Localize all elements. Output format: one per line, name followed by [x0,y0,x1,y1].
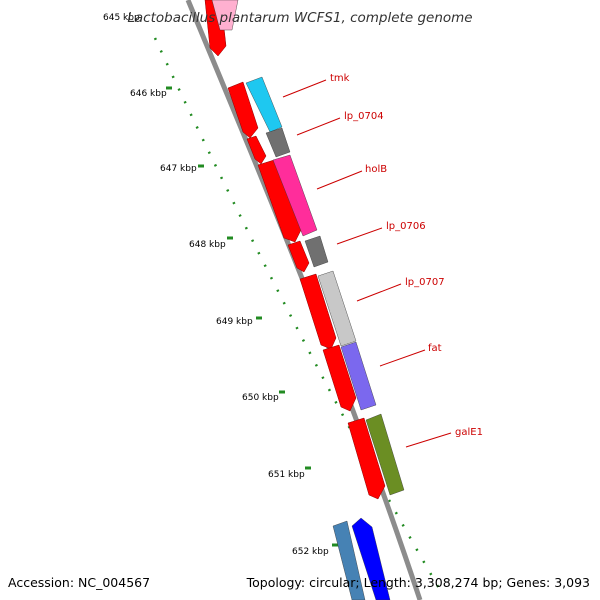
tick-label: 650 kbp [242,393,279,403]
tick-label: 649 kbp [216,317,253,327]
gene-label-fat: fat [428,343,442,354]
gene-arrow [299,273,337,350]
tick-ring [153,37,442,591]
gene-arrow [211,0,239,31]
gene-label-tmk: tmk [330,73,350,84]
gene-arrow [287,240,310,273]
gene-label-holb: holB [365,164,387,175]
summary-text: Topology: circular; Length: 3,308,274 bp… [246,575,590,590]
gene-arrow [246,135,267,165]
tick-label: 647 kbp [160,164,197,174]
gene-label-lp-0707: lp_0707 [405,277,445,288]
gene-arrow [265,127,291,158]
red-genes [204,0,386,500]
tick-labels: 645 kbp 646 kbp 647 kbp 648 kbp 649 kbp … [103,13,329,557]
gene-arrow [272,154,318,237]
tick-label: 648 kbp [189,240,226,250]
gene-arrow [322,344,357,412]
tick-label: 652 kbp [292,547,329,557]
tick-label: 645 kbp [103,13,140,23]
tick-marks [166,86,338,547]
gene-arrow [245,76,283,133]
colored-genes [211,0,405,600]
gene-arrow [332,520,366,600]
tick-label: 646 kbp [130,89,167,99]
gene-arrow [317,270,357,347]
gene-arrow [347,417,386,500]
tick-label: 651 kbp [268,470,305,480]
gene-arrow [340,341,377,411]
label-lines [282,79,452,448]
map-title: Lactobacillus plantarum WCFS1, complete … [127,10,473,26]
gene-label-lp-0704: lp_0704 [344,111,384,122]
gene-label-gale1: galE1 [455,427,483,438]
gene-arrow [365,413,405,496]
gene-arrow [257,159,302,243]
gene-labels: tmk lp_0704 holB lp_0706 lp_0707 fat gal… [330,73,483,438]
accession-text: Accession: NC_004567 [8,575,151,590]
backbone-line [185,0,423,600]
gene-label-lp-0706: lp_0706 [386,221,426,232]
gene-arrow [304,235,329,268]
gene-arrow [227,81,259,139]
gene-arrow [351,517,391,600]
